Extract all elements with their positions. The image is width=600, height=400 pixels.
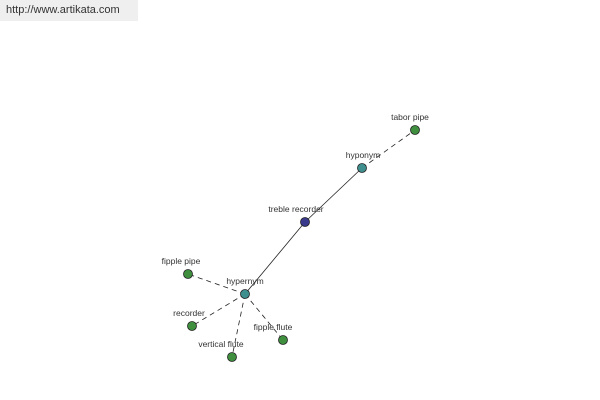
node-label: hypernym <box>226 276 263 286</box>
edge <box>191 293 246 327</box>
node-label: hyponym <box>346 150 381 160</box>
node <box>410 125 420 135</box>
edge <box>231 293 246 358</box>
node <box>357 163 367 173</box>
node <box>183 269 193 279</box>
node <box>240 289 250 299</box>
edge <box>244 293 284 341</box>
node-label: vertical flute <box>198 339 244 349</box>
node-label: tabor pipe <box>391 112 429 122</box>
node <box>187 321 197 331</box>
node-label: recorder <box>173 308 205 318</box>
node-label: fipple pipe <box>162 256 201 266</box>
node <box>227 352 237 362</box>
node <box>300 217 310 227</box>
node <box>278 335 288 345</box>
edge <box>244 221 306 295</box>
edge <box>304 167 363 223</box>
node-label: treble recorder <box>268 204 323 214</box>
node-label: fipple flute <box>254 322 293 332</box>
site-url[interactable]: http://www.artikata.com <box>0 0 138 21</box>
edge <box>361 129 416 169</box>
edge <box>187 273 246 295</box>
